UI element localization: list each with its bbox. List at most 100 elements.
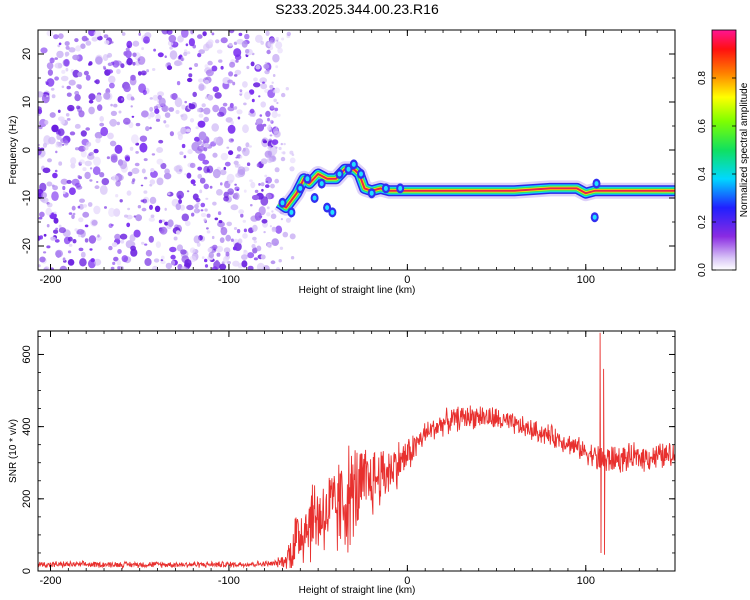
- noise-blob: [165, 262, 173, 270]
- noise-blob: [74, 123, 81, 129]
- noise-blob: [141, 110, 149, 118]
- noise-blob: [38, 216, 43, 220]
- bottom-x-tick-label: 0: [404, 575, 410, 587]
- noise-blob: [88, 30, 96, 37]
- noise-blob: [177, 55, 181, 60]
- noise-blob: [186, 190, 190, 193]
- noise-blob: [289, 233, 296, 240]
- noise-blob: [52, 172, 58, 179]
- noise-blob: [46, 224, 50, 228]
- noise-blob: [285, 87, 289, 91]
- noise-blob: [91, 36, 98, 42]
- noise-blob: [198, 131, 207, 141]
- noise-blob: [243, 189, 247, 193]
- noise-blob: [188, 73, 193, 78]
- noise-blob: [275, 65, 279, 69]
- noise-blob: [289, 150, 294, 155]
- noise-blob: [78, 110, 85, 118]
- noise-blob: [271, 81, 274, 84]
- noise-blob: [51, 184, 55, 188]
- noise-blob: [142, 198, 148, 204]
- noise-blob: [241, 254, 248, 260]
- noise-blob: [121, 32, 126, 36]
- noise-blob: [132, 40, 140, 47]
- noise-blob: [188, 38, 195, 47]
- noise-blob: [275, 225, 283, 234]
- noise-blob: [228, 42, 233, 47]
- noise-blob: [113, 256, 119, 262]
- noise-blob: [197, 52, 202, 58]
- noise-blob: [279, 246, 284, 250]
- track-blob-core: [305, 176, 310, 182]
- spectrogram-track: [274, 159, 675, 223]
- noise-blob: [266, 69, 270, 73]
- noise-blob: [130, 74, 136, 81]
- noise-blob: [199, 189, 203, 194]
- track-blob-core: [289, 209, 294, 215]
- noise-blob: [233, 160, 239, 165]
- noise-blob: [97, 234, 100, 238]
- noise-blob: [66, 179, 72, 184]
- noise-blob: [260, 40, 265, 45]
- noise-blob: [196, 202, 200, 205]
- noise-blob: [262, 140, 268, 144]
- noise-blob: [156, 158, 164, 165]
- noise-blob: [269, 225, 272, 228]
- noise-blob: [255, 118, 264, 125]
- noise-blob: [126, 190, 132, 196]
- noise-blob: [189, 255, 197, 263]
- noise-blob: [232, 246, 237, 251]
- noise-blob: [159, 228, 165, 234]
- noise-blob: [53, 211, 57, 215]
- noise-blob: [51, 191, 59, 202]
- colorbar-tick-label: 0.4: [697, 167, 708, 181]
- noise-blob: [187, 77, 193, 83]
- noise-blob: [107, 62, 113, 67]
- noise-blob: [40, 47, 48, 54]
- noise-blob: [166, 65, 173, 71]
- noise-blob: [249, 113, 254, 117]
- noise-blob: [236, 229, 241, 234]
- noise-blob: [53, 229, 59, 234]
- noise-blob: [243, 102, 247, 106]
- noise-blob: [146, 69, 150, 73]
- noise-blob: [207, 94, 214, 101]
- noise-blob: [197, 145, 205, 152]
- noise-blob: [82, 211, 90, 218]
- track-blob-core: [398, 185, 403, 191]
- noise-blob: [39, 182, 47, 192]
- noise-blob: [101, 178, 110, 186]
- noise-blob: [66, 92, 72, 97]
- noise-blob: [212, 152, 218, 158]
- noise-blob: [264, 174, 268, 178]
- noise-blob: [78, 203, 84, 210]
- noise-blob: [121, 255, 128, 263]
- noise-blob: [262, 123, 267, 127]
- noise-blob: [139, 142, 148, 153]
- noise-blob: [117, 266, 121, 270]
- noise-blob: [244, 91, 251, 100]
- noise-blob: [267, 145, 272, 150]
- noise-blob: [209, 185, 213, 189]
- noise-blob: [50, 87, 55, 91]
- noise-blob: [184, 100, 187, 104]
- noise-blob: [208, 252, 214, 259]
- noise-blob: [42, 167, 51, 174]
- track-blob-core: [312, 195, 317, 201]
- noise-blob: [164, 55, 167, 58]
- noise-blob: [127, 171, 133, 177]
- noise-blob: [280, 142, 283, 146]
- noise-blob: [72, 212, 76, 216]
- noise-blob: [143, 158, 148, 162]
- noise-blob: [211, 123, 219, 132]
- noise-blob: [217, 221, 225, 228]
- noise-blob: [183, 51, 188, 57]
- noise-blob: [266, 212, 271, 217]
- noise-blob: [51, 124, 59, 133]
- noise-blob: [113, 103, 118, 108]
- noise-blob: [225, 251, 230, 257]
- noise-blob: [169, 46, 173, 50]
- noise-blob: [272, 127, 279, 134]
- noise-blob: [165, 124, 170, 128]
- noise-blob: [271, 238, 280, 247]
